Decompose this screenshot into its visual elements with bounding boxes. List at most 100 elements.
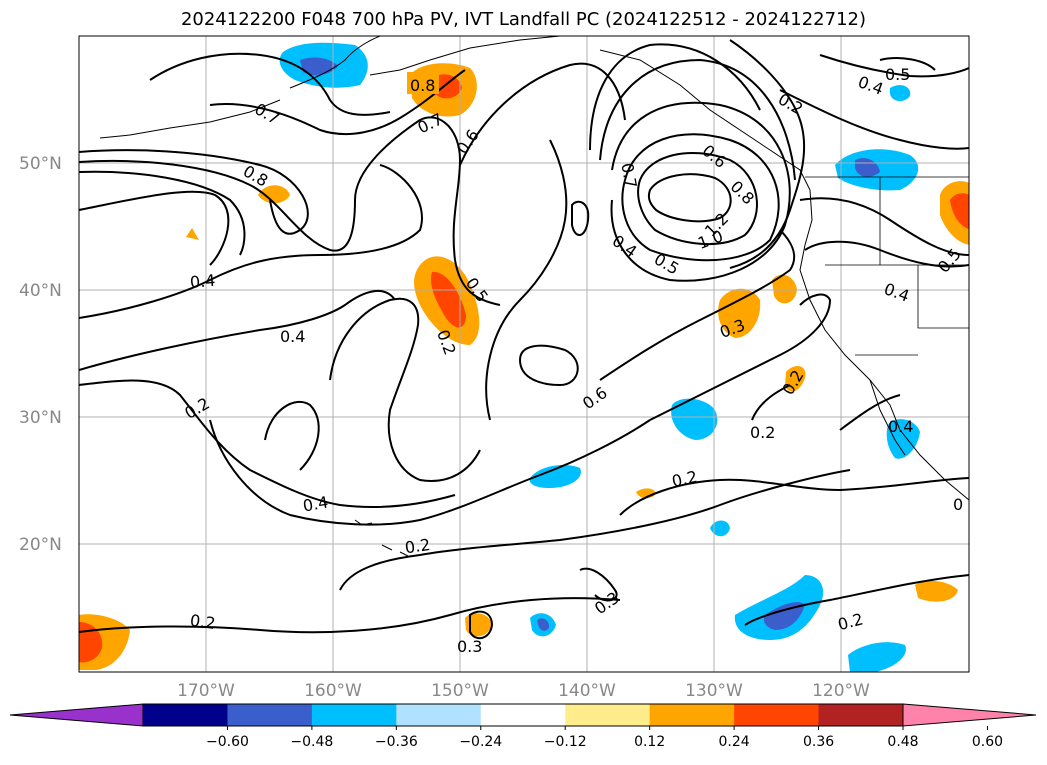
lon-label: 160°W <box>304 681 362 701</box>
shade-blob <box>432 74 462 99</box>
lon-label: 170°W <box>177 681 235 701</box>
colorbar-tick-label: −0.24 <box>459 734 502 750</box>
contour-label: 0.2 <box>670 467 699 491</box>
coastline-bc <box>599 49 811 191</box>
shade-blob <box>785 366 806 392</box>
contour-label: 0.4 <box>189 271 216 292</box>
lon-label: 140°W <box>558 681 616 701</box>
contour-label: 0.6 <box>453 126 483 158</box>
contour-labels: 0.8 0.7 0.7 0.6 0.8 0.4 0.5 0.4 0.2 0.2 … <box>181 65 964 656</box>
contour-line <box>751 384 791 421</box>
colorbar-swatch <box>480 704 566 726</box>
shade-blob <box>718 288 761 338</box>
shade-blob <box>915 580 958 602</box>
shade-blob <box>430 271 466 328</box>
shade-blob <box>890 85 911 102</box>
contour-line <box>579 567 618 602</box>
contour-label: 0.8 <box>410 76 435 95</box>
contour-line <box>485 139 568 421</box>
map-frame <box>78 35 970 673</box>
map-title: 2024122200 F048 700 hPa PV, IVT Landfall… <box>180 9 867 30</box>
colorbar-swatch <box>565 704 651 726</box>
contour-label: 0.2 <box>189 611 217 633</box>
contour-label: 0.6 <box>699 141 731 172</box>
contour-line <box>79 190 230 266</box>
coastline-aleutians <box>99 99 281 139</box>
coastline-gulf-alaska <box>369 36 561 76</box>
contour-label: 0.2 <box>750 423 775 442</box>
contour-label: 0.8 <box>240 161 272 190</box>
contour-label: 0.7 <box>251 99 283 128</box>
contour-line <box>459 62 626 166</box>
colorbar-tick-label: 0.12 <box>634 734 665 750</box>
contour-line <box>839 394 901 431</box>
pv-contours <box>79 39 969 640</box>
contour-line <box>469 610 494 640</box>
contour-label: 0 <box>953 495 963 514</box>
colorbar-swatch <box>396 704 482 726</box>
shade-blob <box>529 465 581 488</box>
colorbar <box>9 703 1037 727</box>
colorbar-tick-label: 0.48 <box>887 734 918 750</box>
colorbar-frame <box>142 703 904 727</box>
shade-blob <box>258 185 290 204</box>
contour-line <box>571 200 590 236</box>
shade-blob <box>537 618 550 631</box>
contour-label: 0.5 <box>885 65 910 84</box>
colorbar-tick-label: 0.24 <box>719 734 750 750</box>
lon-label: 130°W <box>685 681 743 701</box>
lat-label: 40°N <box>19 281 62 301</box>
contour-label: 0.4 <box>882 279 912 306</box>
colorbar-swatch <box>649 704 735 726</box>
contour-line <box>599 229 796 381</box>
shade-blob <box>465 613 492 637</box>
contour-line <box>619 477 969 516</box>
shade-blob <box>950 193 969 230</box>
contour-line <box>79 290 396 371</box>
contour-line <box>209 419 651 526</box>
contour-line <box>79 170 246 256</box>
contour-label: 0.4 <box>888 417 913 436</box>
contour-line <box>339 469 851 591</box>
coastline-west-us <box>799 189 969 501</box>
shade-blob <box>886 419 920 459</box>
contour-line <box>649 293 832 421</box>
lon-label: 120°W <box>812 681 870 701</box>
contour-line <box>637 152 758 246</box>
contour-label: 0.4 <box>609 231 641 261</box>
border-states <box>825 177 969 356</box>
contour-line <box>149 52 391 116</box>
colorbar-swatch <box>734 704 820 726</box>
contour-label: 0.5 <box>934 245 965 277</box>
colorbar-tick-label: −0.12 <box>544 734 587 750</box>
colorbar-swatch <box>311 704 397 726</box>
contour-line <box>647 173 732 223</box>
colorbar-tick-label: 0.36 <box>803 734 834 750</box>
contour-line <box>264 400 320 471</box>
contour-line <box>779 89 969 150</box>
shade-blob <box>710 520 730 537</box>
contour-line <box>79 597 621 634</box>
contour-line <box>804 240 969 268</box>
contour-line <box>329 297 481 482</box>
shade-blob <box>772 274 797 304</box>
colorbar-swatch <box>143 704 228 726</box>
contour-line <box>799 197 969 256</box>
contour-line <box>518 344 579 387</box>
contour-label: 0.4 <box>301 492 329 515</box>
colorbar-tick-label: −0.60 <box>206 734 249 750</box>
lat-label: 30°N <box>19 408 62 428</box>
gridlines <box>79 36 969 672</box>
contour-line <box>744 574 969 626</box>
contour-line <box>729 39 806 269</box>
colorbar-swatch <box>227 704 313 726</box>
contour-label: 0.5 <box>651 249 683 278</box>
colorbar-swatch <box>818 704 904 726</box>
contour-label: 0.2 <box>836 609 866 634</box>
contour-label: 0.4 <box>280 327 305 346</box>
shade-blob <box>186 228 199 240</box>
contour-line <box>819 54 969 78</box>
contour-line <box>79 379 456 508</box>
contour-line <box>610 101 791 282</box>
